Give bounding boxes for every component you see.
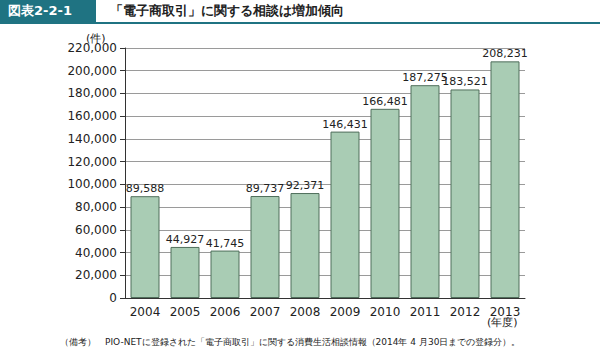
svg-text:2013: 2013	[490, 305, 521, 319]
svg-text:「電子商取引」に関する相談は増加傾向: 「電子商取引」に関する相談は増加傾向	[110, 3, 344, 18]
svg-text:20,000: 20,000	[75, 268, 117, 282]
svg-text:140,000: 140,000	[67, 132, 117, 146]
svg-text:44,927: 44,927	[166, 233, 205, 246]
svg-text:80,000: 80,000	[75, 200, 117, 214]
svg-text:2008: 2008	[290, 305, 321, 319]
svg-text:2006: 2006	[210, 305, 241, 319]
svg-text:160,000: 160,000	[67, 109, 117, 123]
svg-text:0: 0	[109, 291, 117, 305]
svg-text:187,275: 187,275	[402, 71, 448, 84]
svg-text:120,000: 120,000	[67, 155, 117, 169]
svg-text:100,000: 100,000	[67, 177, 117, 191]
svg-text:166,481: 166,481	[362, 95, 408, 108]
svg-text:2009: 2009	[330, 305, 361, 319]
svg-text:89,737: 89,737	[246, 182, 285, 195]
svg-text:89,588: 89,588	[126, 182, 165, 195]
svg-text:2010: 2010	[370, 305, 401, 319]
svg-text:41,745: 41,745	[206, 237, 245, 250]
svg-text:2012: 2012	[450, 305, 481, 319]
svg-text:92,371: 92,371	[286, 179, 325, 192]
svg-text:(件): (件)	[86, 32, 106, 45]
svg-text:（備考） PIO-NETに登録された「電子商取引」に関する消: （備考） PIO-NETに登録された「電子商取引」に関する消費生活相談情報（20…	[60, 337, 520, 347]
svg-text:2005: 2005	[170, 305, 201, 319]
svg-text:(年度): (年度)	[487, 316, 518, 329]
svg-text:2007: 2007	[250, 305, 281, 319]
svg-text:146,431: 146,431	[322, 118, 368, 131]
svg-text:40,000: 40,000	[75, 246, 117, 260]
svg-text:180,000: 180,000	[67, 86, 117, 100]
svg-text:60,000: 60,000	[75, 223, 117, 237]
svg-text:208,231: 208,231	[482, 47, 528, 60]
svg-text:図表2-2-1: 図表2-2-1	[8, 3, 72, 18]
svg-text:200,000: 200,000	[67, 64, 117, 78]
svg-text:2004: 2004	[130, 305, 161, 319]
svg-text:183,521: 183,521	[442, 75, 488, 88]
svg-text:220,000: 220,000	[67, 41, 117, 55]
svg-text:2011: 2011	[410, 305, 441, 319]
